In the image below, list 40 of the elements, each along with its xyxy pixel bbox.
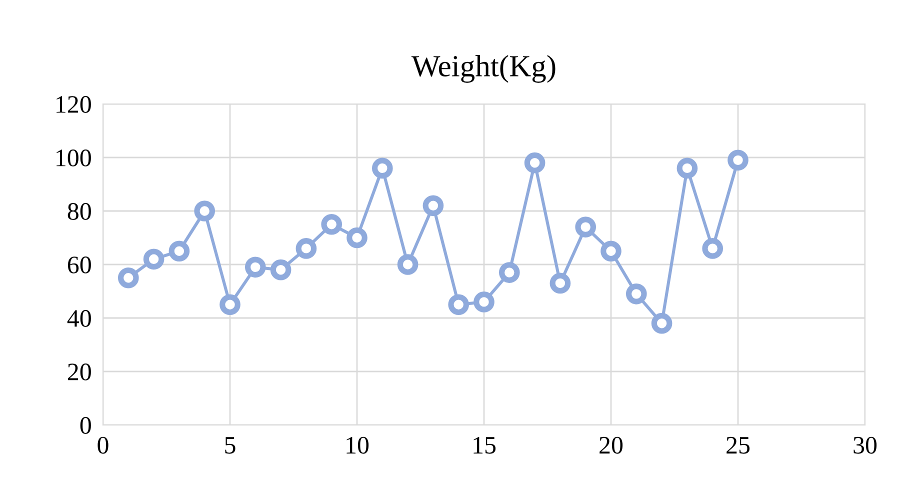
point bbox=[220, 294, 240, 316]
point bbox=[143, 248, 164, 270]
y-tick-label: 60 bbox=[68, 256, 91, 274]
x-tick-label: 0 bbox=[98, 436, 108, 454]
point bbox=[550, 272, 571, 294]
point bbox=[168, 240, 190, 262]
x-tick-label: 5 bbox=[225, 437, 236, 454]
chart-title: Weight(Kg) bbox=[411, 55, 556, 83]
point bbox=[600, 240, 622, 262]
x-tick-label: 20 bbox=[600, 436, 623, 454]
y-tick-label: 20 bbox=[68, 364, 91, 380]
x-tick-label: 25 bbox=[726, 436, 750, 454]
y-tick-label: 120 bbox=[56, 96, 91, 113]
point bbox=[448, 294, 470, 316]
point bbox=[194, 200, 216, 222]
point bbox=[728, 150, 748, 171]
point bbox=[346, 227, 368, 248]
y-tick-label: 100 bbox=[56, 150, 91, 166]
point bbox=[626, 284, 647, 304]
y-tick-label: 0 bbox=[80, 417, 91, 434]
point bbox=[474, 292, 494, 312]
x-tick-label: 30 bbox=[854, 436, 877, 454]
x-tick-label: 10 bbox=[346, 436, 369, 454]
point bbox=[422, 195, 444, 216]
point bbox=[575, 216, 596, 238]
x-tick-label: 15 bbox=[474, 436, 496, 454]
point bbox=[296, 238, 317, 259]
point bbox=[270, 259, 292, 280]
point bbox=[651, 312, 672, 334]
y-tick-label: 40 bbox=[67, 310, 91, 327]
point bbox=[321, 214, 342, 235]
point bbox=[118, 267, 139, 288]
point bbox=[498, 262, 520, 283]
point bbox=[372, 158, 393, 179]
point bbox=[397, 254, 418, 275]
point bbox=[524, 152, 546, 174]
point bbox=[702, 238, 724, 259]
point bbox=[244, 256, 266, 278]
y-tick-label: 80 bbox=[68, 203, 91, 220]
point bbox=[676, 158, 698, 179]
